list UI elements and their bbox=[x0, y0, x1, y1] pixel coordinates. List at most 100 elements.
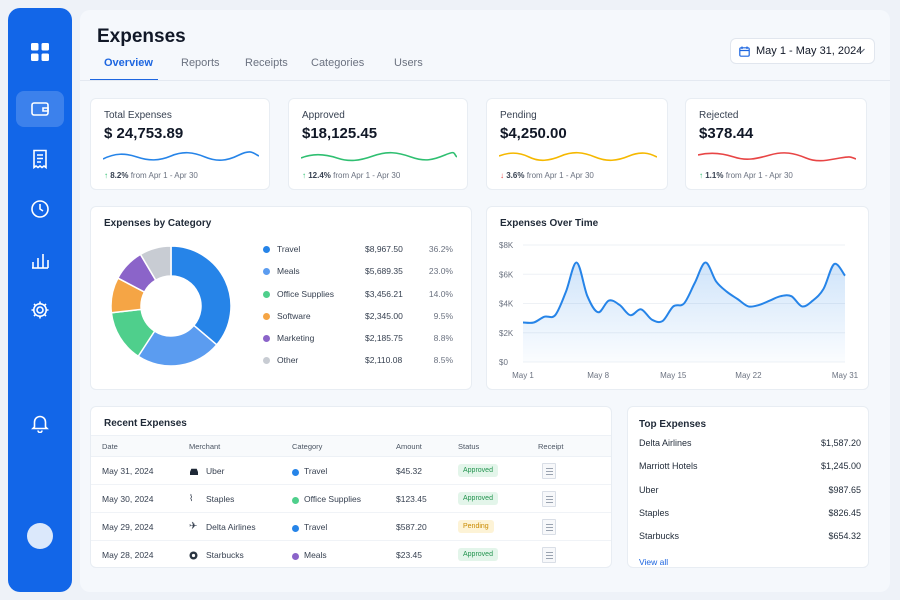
date-range-picker[interactable]: May 1 - May 31, 2024 bbox=[730, 38, 875, 64]
arrow-up-icon: ↑ bbox=[104, 171, 108, 180]
tab-categories[interactable]: Categories bbox=[311, 57, 365, 69]
list-item[interactable]: Staples $826.45 bbox=[639, 508, 861, 522]
wallet-icon bbox=[31, 102, 49, 116]
legend-amount: $2,110.08 bbox=[365, 355, 403, 365]
nav-analytics[interactable] bbox=[16, 242, 64, 278]
list-item[interactable]: Marriott Hotels $1,245.00 bbox=[639, 461, 861, 475]
item-amount: $1,587.20 bbox=[820, 438, 861, 448]
nav-dashboard[interactable] bbox=[16, 34, 64, 70]
table-row[interactable]: May 31, 2024 Uber Travel $45.32 Approved bbox=[91, 457, 611, 485]
column-header[interactable]: Receipt bbox=[538, 442, 564, 451]
legend-amount: $2,185.75 bbox=[365, 333, 403, 343]
y-tick-label: $8K bbox=[499, 241, 514, 250]
legend-amount: $5,689.35 bbox=[365, 266, 403, 276]
recent-expenses-card: Recent Expenses Date Merchant Category A… bbox=[90, 406, 612, 568]
y-tick-label: $6K bbox=[499, 270, 514, 279]
legend-row[interactable]: Marketing $2,185.75 8.8% bbox=[263, 332, 453, 346]
stat-change: ↑ 8.2% from Apr 1 - Apr 30 bbox=[104, 171, 198, 180]
cell-date: May 31, 2024 bbox=[102, 466, 154, 476]
y-tick-label: $4K bbox=[499, 300, 514, 309]
receipt-thumbnail[interactable] bbox=[542, 491, 556, 507]
arrow-up-icon: ↑ bbox=[302, 171, 306, 180]
nav-expenses[interactable] bbox=[16, 91, 64, 127]
category-card: Expenses by Category Travel $8,967.50 36… bbox=[90, 206, 472, 390]
nav-notifications[interactable] bbox=[16, 405, 64, 441]
legend-dot bbox=[263, 291, 270, 298]
legend-name: Software bbox=[277, 311, 311, 321]
cell-amount: $45.32 bbox=[396, 466, 422, 476]
legend-row[interactable]: Other $2,110.08 8.5% bbox=[263, 354, 453, 368]
car-icon bbox=[190, 468, 198, 475]
status-badge: Pending bbox=[458, 520, 494, 533]
tab-overview[interactable]: Overview bbox=[104, 57, 153, 69]
x-tick-label: May 8 bbox=[587, 371, 609, 380]
y-tick-label: $2K bbox=[499, 329, 514, 338]
cell-date: May 29, 2024 bbox=[102, 522, 154, 532]
stat-label: Rejected bbox=[699, 110, 739, 121]
cell-date: May 30, 2024 bbox=[102, 494, 154, 504]
x-tick-label: May 1 bbox=[512, 371, 534, 380]
stat-card-total[interactable]: Total Expenses $ 24,753.89 ↑ 8.2% from A… bbox=[90, 98, 270, 190]
receipt-thumbnail[interactable] bbox=[542, 547, 556, 563]
item-name: Starbucks bbox=[639, 531, 680, 541]
tab-receipts[interactable]: Receipts bbox=[245, 57, 288, 69]
donut-slice-travel[interactable] bbox=[170, 245, 232, 346]
sparkline bbox=[103, 151, 259, 161]
receipt-thumbnail[interactable] bbox=[542, 519, 556, 535]
legend-row[interactable]: Office Supplies $3,456.21 14.0% bbox=[263, 288, 453, 302]
bar-chart-icon bbox=[32, 254, 49, 269]
airplane-icon: ✈ bbox=[189, 521, 198, 532]
table-row[interactable]: May 29, 2024 ✈ Delta Airlines Travel $58… bbox=[91, 513, 611, 541]
x-tick-label: May 22 bbox=[735, 371, 762, 380]
sparkline bbox=[698, 152, 856, 162]
view-all-link[interactable]: View all bbox=[639, 557, 669, 567]
stat-card-pending[interactable]: Pending $4,250.00 ↓ 3.6% from Apr 1 - Ap… bbox=[486, 98, 668, 190]
list-item[interactable]: Starbucks $654.32 bbox=[639, 531, 861, 545]
nav-history[interactable] bbox=[16, 191, 64, 227]
receipt-thumbnail[interactable] bbox=[542, 463, 556, 479]
table-row[interactable]: May 28, 2024 Starbucks Meals $23.45 Appr… bbox=[91, 541, 611, 569]
top-expenses-card: Top Expenses Delta Airlines $1,587.20 Ma… bbox=[627, 406, 869, 568]
cell-amount: $587.20 bbox=[396, 522, 427, 532]
stat-value: $ 24,753.89 bbox=[104, 125, 184, 142]
cell-date: May 28, 2024 bbox=[102, 550, 154, 560]
column-header[interactable]: Category bbox=[292, 442, 323, 451]
card-title: Expenses Over Time bbox=[500, 218, 599, 229]
stat-value: $4,250.00 bbox=[500, 125, 567, 142]
table-row[interactable]: May 30, 2024 ⌇ Staples Office Supplies $… bbox=[91, 485, 611, 513]
legend-name: Marketing bbox=[277, 333, 315, 343]
stat-label: Approved bbox=[302, 110, 345, 121]
list-item[interactable]: Uber $987.65 bbox=[639, 485, 861, 499]
item-amount: $987.65 bbox=[828, 485, 861, 495]
legend-row[interactable]: Software $2,345.00 9.5% bbox=[263, 310, 453, 324]
legend-percent: 14.0% bbox=[428, 289, 453, 299]
item-amount: $654.32 bbox=[828, 531, 861, 541]
item-name: Staples bbox=[639, 508, 670, 518]
item-amount: $1,245.00 bbox=[820, 461, 861, 471]
avatar[interactable] bbox=[27, 523, 53, 549]
stat-label: Pending bbox=[500, 110, 537, 121]
sparkline bbox=[301, 151, 457, 162]
donut-slice-other[interactable] bbox=[139, 245, 172, 282]
tab-reports[interactable]: Reports bbox=[181, 57, 220, 69]
nav-settings[interactable] bbox=[16, 292, 64, 328]
stat-card-approved[interactable]: Approved $18,125.45 ↑ 12.4% from Apr 1 -… bbox=[288, 98, 468, 190]
stat-value: $18,125.45 bbox=[302, 125, 378, 142]
series-line[interactable] bbox=[522, 261, 846, 324]
column-header[interactable]: Amount bbox=[396, 442, 422, 451]
legend-dot bbox=[263, 246, 270, 253]
column-header[interactable]: Date bbox=[102, 442, 118, 451]
column-header[interactable]: Status bbox=[458, 442, 480, 451]
calendar-icon bbox=[739, 46, 750, 57]
stat-change: ↑ 12.4% from Apr 1 - Apr 30 bbox=[302, 171, 401, 180]
list-item[interactable]: Delta Airlines $1,587.20 bbox=[639, 438, 861, 452]
x-tick-label: May 15 bbox=[660, 371, 687, 380]
column-header[interactable]: Merchant bbox=[189, 442, 221, 451]
legend-row[interactable]: Meals $5,689.35 23.0% bbox=[263, 265, 453, 279]
legend-row[interactable]: Travel $8,967.50 36.2% bbox=[263, 243, 453, 257]
stat-card-rejected[interactable]: Rejected $378.44 ↑ 1.1% from Apr 1 - Apr… bbox=[685, 98, 867, 190]
tab-users[interactable]: Users bbox=[394, 57, 423, 69]
nav-receipts[interactable] bbox=[16, 141, 64, 177]
legend-name: Meals bbox=[277, 266, 300, 276]
status-badge: Approved bbox=[458, 548, 498, 561]
